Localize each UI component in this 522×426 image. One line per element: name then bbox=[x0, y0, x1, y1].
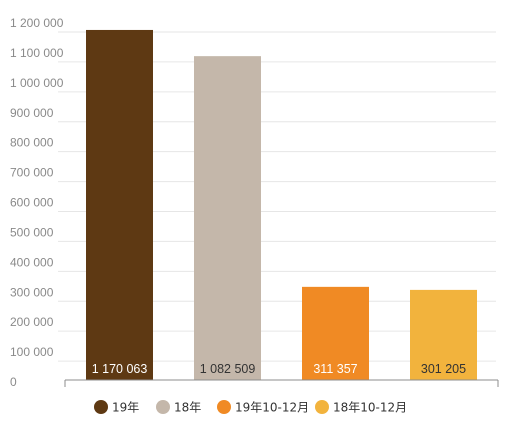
data-label: 1 170 063 bbox=[92, 362, 148, 376]
legend-item: 19年10-12月 bbox=[217, 400, 309, 415]
bar bbox=[302, 286, 369, 380]
y-tick-label: 1 100 000 bbox=[10, 46, 64, 60]
legend-marker bbox=[315, 400, 329, 414]
data-label: 1 082 509 bbox=[200, 362, 256, 376]
x-axis bbox=[64, 379, 499, 387]
legend-label: 19年10-12月 bbox=[235, 401, 309, 415]
legend-item: 18年 bbox=[156, 400, 201, 415]
y-tick-label: 1 200 000 bbox=[10, 16, 64, 30]
y-tick-label: 600 000 bbox=[10, 196, 54, 210]
legend-marker bbox=[94, 400, 108, 414]
bar bbox=[410, 289, 477, 380]
legend-marker bbox=[156, 400, 170, 414]
y-tick-label: 200 000 bbox=[10, 315, 54, 329]
legend-label: 18年 bbox=[174, 401, 201, 415]
y-tick-label: 0 bbox=[10, 375, 17, 389]
y-tick-label: 500 000 bbox=[10, 225, 54, 239]
y-tick-label: 700 000 bbox=[10, 166, 54, 180]
y-tick-label: 900 000 bbox=[10, 106, 54, 120]
data-label: 311 357 bbox=[313, 362, 357, 376]
legend-label: 19年 bbox=[112, 401, 139, 415]
data-label: 301 205 bbox=[421, 362, 466, 376]
y-tick-label: 1 000 000 bbox=[10, 76, 64, 90]
y-tick-label: 800 000 bbox=[10, 136, 54, 150]
legend-label: 18年10-12月 bbox=[333, 401, 407, 415]
bar bbox=[194, 56, 261, 381]
data-labels: 1 170 063 1 082 509 311 357 301 205 bbox=[92, 362, 466, 376]
y-tick-label: 100 000 bbox=[10, 345, 54, 359]
legend-marker bbox=[217, 400, 231, 414]
bars bbox=[86, 29, 477, 381]
legend: 19年 18年 19年10-12月 18年10-12月 bbox=[94, 400, 407, 415]
legend-item: 19年 bbox=[94, 400, 139, 415]
y-tick-label: 400 000 bbox=[10, 255, 54, 269]
y-axis-tick-labels: 0 100 000 200 000 300 000 400 000 500 000 600 … bbox=[10, 16, 64, 389]
bar bbox=[86, 29, 153, 381]
legend-item: 18年10-12月 bbox=[315, 400, 407, 415]
y-tick-label: 300 000 bbox=[10, 285, 54, 299]
